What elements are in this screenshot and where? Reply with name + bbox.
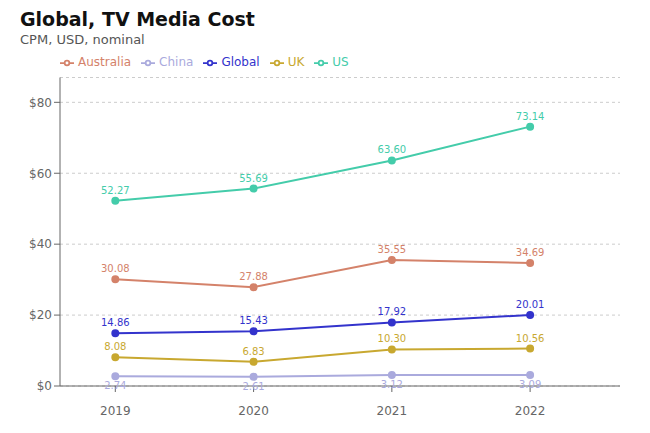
svg-text:6.83: 6.83 [242,346,264,357]
html-text:Global: Global [221,55,260,69]
svg-text:63.60: 63.60 [378,144,407,155]
svg-text:30.08: 30.08 [101,263,130,274]
svg-text:73.14: 73.14 [516,111,545,122]
svg-text:2021: 2021 [377,404,408,418]
html-text:Global, TV Media Cost: Global, TV Media Cost [20,8,255,30]
svg-text:$40: $40 [29,237,52,251]
html-text:US: US [332,55,349,69]
svg-text:52.27: 52.27 [101,185,130,196]
html-text:Australia: Australia [78,55,132,69]
svg-text:2019: 2019 [100,404,131,418]
html-text:UK: UK [287,55,305,69]
html-text:CPM, USD, nominal: CPM, USD, nominal [20,32,145,47]
svg-text:$60: $60 [29,167,52,181]
svg-text:2022: 2022 [515,404,546,418]
svg-text:2.74: 2.74 [104,380,126,391]
svg-text:$80: $80 [29,96,52,110]
svg-text:10.56: 10.56 [516,333,545,344]
svg-text:$20: $20 [29,308,52,322]
html-text:China: China [159,55,194,69]
svg-text:10.30: 10.30 [378,333,407,344]
svg-text:$0: $0 [37,379,52,393]
svg-text:55.69: 55.69 [239,173,268,184]
svg-text:15.43: 15.43 [239,315,268,326]
svg-text:2020: 2020 [238,404,269,418]
svg-text:14.86: 14.86 [101,317,130,328]
svg-text:3.12: 3.12 [381,379,403,390]
svg-text:35.55: 35.55 [378,244,407,255]
svg-text:3.09: 3.09 [519,379,541,390]
svg-text:17.92: 17.92 [378,306,407,317]
svg-text:34.69: 34.69 [516,247,545,258]
svg-text:20.01: 20.01 [516,299,545,310]
svg-text:8.08: 8.08 [104,341,126,352]
svg-text:2.61: 2.61 [242,381,264,392]
svg-text:27.88: 27.88 [239,271,268,282]
